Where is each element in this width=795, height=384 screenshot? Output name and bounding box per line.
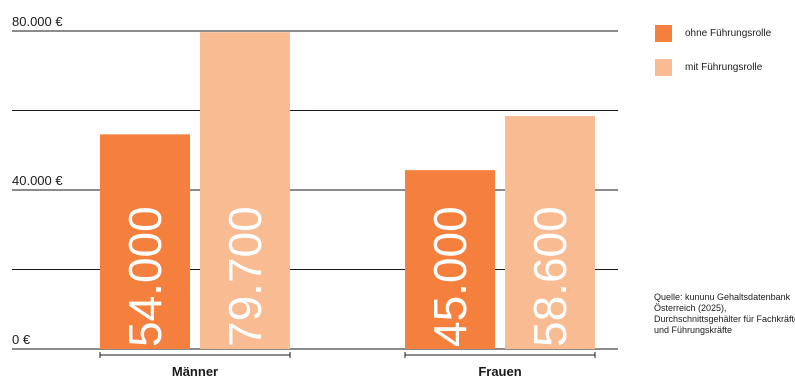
- category-axis: Männer Frauen: [99, 352, 596, 379]
- legend-swatch-ohne: [655, 24, 672, 42]
- bar-label-1-0: 45.000: [424, 206, 476, 347]
- y-tick-label-2: 80.000 €: [12, 14, 63, 29]
- bar-value-labels: 54.000 79.700 45.000 58.600: [119, 206, 576, 347]
- bars: [100, 32, 595, 349]
- legend-item-mit-fuehrungsrolle: mit Führungsrolle: [655, 57, 771, 77]
- source-note: Quelle: kununu Gehaltsdatenbank Österrei…: [654, 292, 795, 335]
- legend-label-ohne: ohne Führungsrolle: [685, 27, 772, 39]
- bar-0-0: [100, 134, 190, 349]
- bar-1-1: [505, 116, 595, 349]
- bar-label-0-0: 54.000: [119, 206, 171, 347]
- legend-label-mit: mit Führungsrolle: [685, 61, 763, 73]
- bar-label-1-1: 58.600: [524, 206, 576, 347]
- legend-item-ohne-fuehrungsrolle: ohne Führungsrolle: [655, 23, 771, 43]
- legend-swatch-mit: [655, 58, 672, 76]
- bar-0-1: [200, 32, 290, 349]
- bar-label-0-1: 79.700: [219, 206, 271, 347]
- y-tick-labels: 0 € 40.000 € 80.000 €: [12, 14, 63, 347]
- legend: ohne Führungsrolle mit Führungsrolle: [655, 23, 771, 91]
- category-label-1: Frauen: [478, 364, 521, 379]
- category-label-0: Männer: [172, 364, 218, 379]
- bar-1-0: [405, 170, 495, 349]
- y-tick-label-1: 40.000 €: [12, 173, 63, 188]
- y-tick-label-0: 0 €: [12, 332, 31, 347]
